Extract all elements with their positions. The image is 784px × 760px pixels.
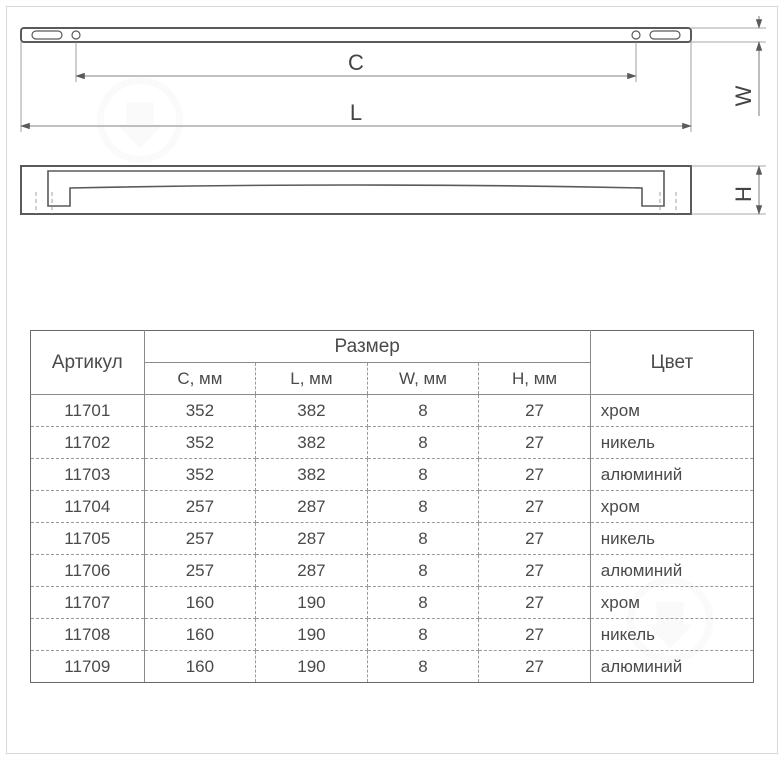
table-cell: 11708 xyxy=(31,619,145,651)
table-cell: никель xyxy=(590,619,753,651)
table-cell: 287 xyxy=(256,523,368,555)
table-cell: 382 xyxy=(256,427,368,459)
table-cell: 11702 xyxy=(31,427,145,459)
header-dim: L, мм xyxy=(256,363,368,395)
dim-label-h: H xyxy=(731,186,756,202)
table-cell: 27 xyxy=(479,395,591,427)
table-cell: 257 xyxy=(144,555,256,587)
header-color: Цвет xyxy=(590,331,753,395)
table-cell: 190 xyxy=(256,619,368,651)
table-cell: 352 xyxy=(144,427,256,459)
table-cell: 11709 xyxy=(31,651,145,683)
spec-table: Артикул Размер Цвет C, ммL, ммW, ммH, мм… xyxy=(30,330,754,683)
table-cell: 8 xyxy=(367,587,479,619)
table-cell: 190 xyxy=(256,651,368,683)
table-cell: 8 xyxy=(367,555,479,587)
top-view xyxy=(21,28,691,42)
table-cell: 160 xyxy=(144,587,256,619)
table-cell: 27 xyxy=(479,651,591,683)
table-cell: 8 xyxy=(367,651,479,683)
table-cell: 160 xyxy=(144,619,256,651)
table-cell: 352 xyxy=(144,395,256,427)
table-cell: 287 xyxy=(256,555,368,587)
table-row: 11701352382827хром xyxy=(31,395,754,427)
table-cell: 11706 xyxy=(31,555,145,587)
table-cell: никель xyxy=(590,523,753,555)
dim-c: C xyxy=(76,50,636,76)
dim-h: H xyxy=(731,166,759,214)
table-row: 11708160190827никель xyxy=(31,619,754,651)
table-cell: алюминий xyxy=(590,651,753,683)
table-cell: 27 xyxy=(479,587,591,619)
table-cell: 352 xyxy=(144,459,256,491)
table-cell: 8 xyxy=(367,427,479,459)
table-cell: хром xyxy=(590,395,753,427)
table-cell: 287 xyxy=(256,491,368,523)
table-cell: 27 xyxy=(479,523,591,555)
table-cell: 257 xyxy=(144,491,256,523)
front-view xyxy=(21,166,691,214)
table-cell: 382 xyxy=(256,459,368,491)
table-cell: 160 xyxy=(144,651,256,683)
table-cell: никель xyxy=(590,427,753,459)
technical-drawing: C L W H xyxy=(6,6,778,286)
table-cell: хром xyxy=(590,491,753,523)
table-cell: 8 xyxy=(367,459,479,491)
table-cell: 257 xyxy=(144,523,256,555)
dim-l: L xyxy=(21,100,691,126)
table-row: 11704257287827хром xyxy=(31,491,754,523)
table-cell: 27 xyxy=(479,491,591,523)
table-cell: 11705 xyxy=(31,523,145,555)
header-dim: C, мм xyxy=(144,363,256,395)
table-row: 11705257287827никель xyxy=(31,523,754,555)
table-cell: 8 xyxy=(367,619,479,651)
table-row: 11703352382827алюминий xyxy=(31,459,754,491)
table-cell: 8 xyxy=(367,395,479,427)
dim-w: W xyxy=(731,16,759,116)
table-cell: хром xyxy=(590,587,753,619)
dim-label-w: W xyxy=(731,85,756,106)
header-dim: W, мм xyxy=(367,363,479,395)
table-cell: 11701 xyxy=(31,395,145,427)
table-cell: 11703 xyxy=(31,459,145,491)
table-cell: 382 xyxy=(256,395,368,427)
table-cell: алюминий xyxy=(590,555,753,587)
table-row: 11707160190827хром xyxy=(31,587,754,619)
table-cell: 27 xyxy=(479,459,591,491)
header-article: Артикул xyxy=(31,331,145,395)
table-cell: 8 xyxy=(367,523,479,555)
header-dim: H, мм xyxy=(479,363,591,395)
table-cell: 27 xyxy=(479,555,591,587)
table-row: 11702352382827никель xyxy=(31,427,754,459)
table-cell: 190 xyxy=(256,587,368,619)
table-row: 11706257287827алюминий xyxy=(31,555,754,587)
table-cell: 11707 xyxy=(31,587,145,619)
table-row: 11709160190827алюминий xyxy=(31,651,754,683)
table-cell: 11704 xyxy=(31,491,145,523)
header-size: Размер xyxy=(144,331,590,363)
table-cell: алюминий xyxy=(590,459,753,491)
table-cell: 8 xyxy=(367,491,479,523)
table-cell: 27 xyxy=(479,619,591,651)
dim-label-l: L xyxy=(350,100,362,125)
table-cell: 27 xyxy=(479,427,591,459)
dim-label-c: C xyxy=(348,50,364,75)
